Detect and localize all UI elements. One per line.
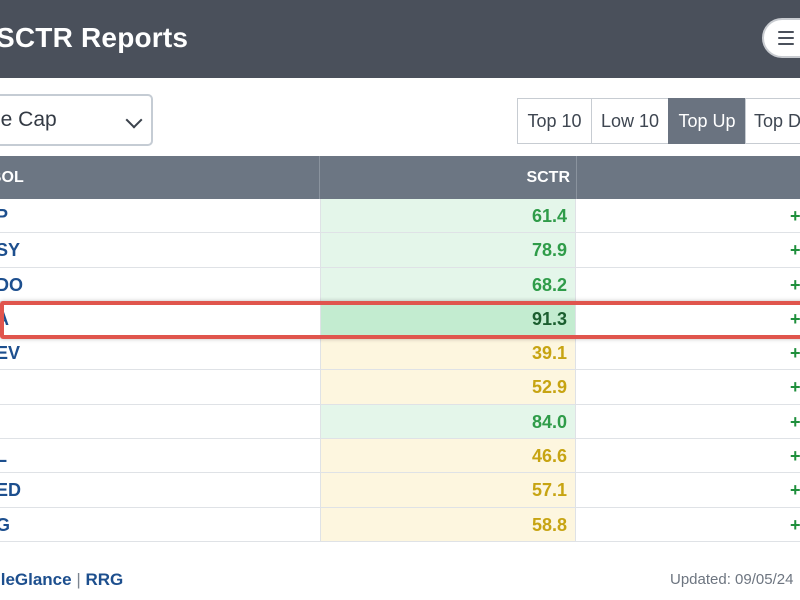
sctr-cell: 52.9 <box>320 370 576 404</box>
symbol-link[interactable]: P <box>0 206 9 226</box>
change-value: + <box>790 308 800 329</box>
change-value: + <box>790 343 800 364</box>
sctr-cell: 46.6 <box>320 439 576 473</box>
market-cap-select[interactable]: rge Cap <box>0 94 153 146</box>
sctr-cell: 78.9 <box>320 233 576 267</box>
sctr-value: 46.6 <box>531 446 567 467</box>
page-title: SCTR Reports <box>0 22 189 53</box>
change-value: + <box>790 446 800 467</box>
sctr-value: 39.1 <box>531 343 567 364</box>
chevron-down-icon <box>125 111 143 129</box>
change-value: + <box>790 480 800 501</box>
table-row[interactable]: DO 68.2 + <box>0 267 800 302</box>
report-tabs: Top 10 Low 10 Top Up Top D <box>517 98 800 144</box>
tab-top-down[interactable]: Top D <box>745 98 800 144</box>
table-row[interactable]: SY 78.9 + <box>0 233 800 268</box>
change-value: + <box>790 274 800 295</box>
change-value: + <box>790 377 800 398</box>
column-header-symbol[interactable]: BOL <box>0 169 24 186</box>
sctr-cell: 39.1 <box>320 336 576 370</box>
sctr-cell: 84.0 <box>320 404 576 439</box>
table-row[interactable]: P 61.4 + <box>0 199 800 234</box>
symbol-link[interactable]: ED <box>0 480 22 501</box>
sctr-value: 84.0 <box>531 411 567 432</box>
highlight-annotation <box>0 301 800 339</box>
sctr-value: 78.9 <box>531 240 567 261</box>
symbol-link[interactable]: SY <box>0 240 21 261</box>
footer-separator: | <box>76 570 81 589</box>
symbol-link[interactable]: A <box>0 308 9 329</box>
table-header: BOL SCTR <box>0 156 800 199</box>
menu-button[interactable] <box>762 18 800 58</box>
tab-top-10[interactable]: Top 10 <box>517 98 592 144</box>
table-row[interactable]: EV 39.1 + <box>0 336 800 371</box>
sctr-value: 57.1 <box>531 480 567 501</box>
sctr-value: 58.8 <box>531 514 567 535</box>
symbol-link[interactable]: EV <box>0 343 21 364</box>
sctr-value: 91.3 <box>531 308 567 329</box>
sctr-cell: 58.8 <box>320 507 576 541</box>
change-value: + <box>790 206 800 226</box>
table-row[interactable]: L 46.6 + <box>0 439 800 474</box>
hamburger-menu-icon <box>778 31 794 45</box>
change-value: + <box>790 411 800 432</box>
sctr-value: 52.9 <box>531 377 567 398</box>
table-row[interactable]: 52.9 + <box>0 370 800 405</box>
footer-links: lleGlance | RRG <box>0 570 123 590</box>
tab-low-10[interactable]: Low 10 <box>591 98 669 144</box>
footer-link-rrg[interactable]: RRG <box>85 570 124 589</box>
column-header-sctr[interactable]: SCTR <box>526 169 570 186</box>
updated-timestamp: Updated: 09/05/24 <box>670 571 794 588</box>
sctr-cell: 57.1 <box>320 473 576 507</box>
sctr-cell: 91.3 <box>320 301 576 336</box>
tab-top-up[interactable]: Top Up <box>668 98 746 144</box>
column-divider <box>319 156 320 199</box>
change-value: + <box>790 240 800 261</box>
footer-link-candleglance[interactable]: lleGlance <box>0 570 72 589</box>
market-cap-select-value: rge Cap <box>0 108 57 131</box>
app-header: SCTR Reports <box>0 0 800 78</box>
sctr-value: 61.4 <box>531 206 567 226</box>
sctr-cell: 68.2 <box>320 267 576 301</box>
table-row[interactable]: ED 57.1 + <box>0 473 800 508</box>
symbol-link[interactable]: DO <box>0 274 23 295</box>
change-value: + <box>790 514 800 535</box>
symbol-link[interactable]: L <box>0 446 7 467</box>
sctr-cell: 61.4 <box>320 199 576 233</box>
table-row[interactable]: G 58.8 + <box>0 507 800 542</box>
column-divider <box>576 156 577 199</box>
table-row[interactable]: 84.0 + <box>0 404 800 440</box>
table-body: P 61.4 + SY 78.9 + DO 68.2 + A 91.3 + EV 39.1 +52.9 +84… <box>0 199 800 542</box>
sctr-value: 68.2 <box>531 274 567 295</box>
table-row[interactable]: A 91.3 + <box>0 301 800 337</box>
symbol-link[interactable]: G <box>0 514 11 535</box>
